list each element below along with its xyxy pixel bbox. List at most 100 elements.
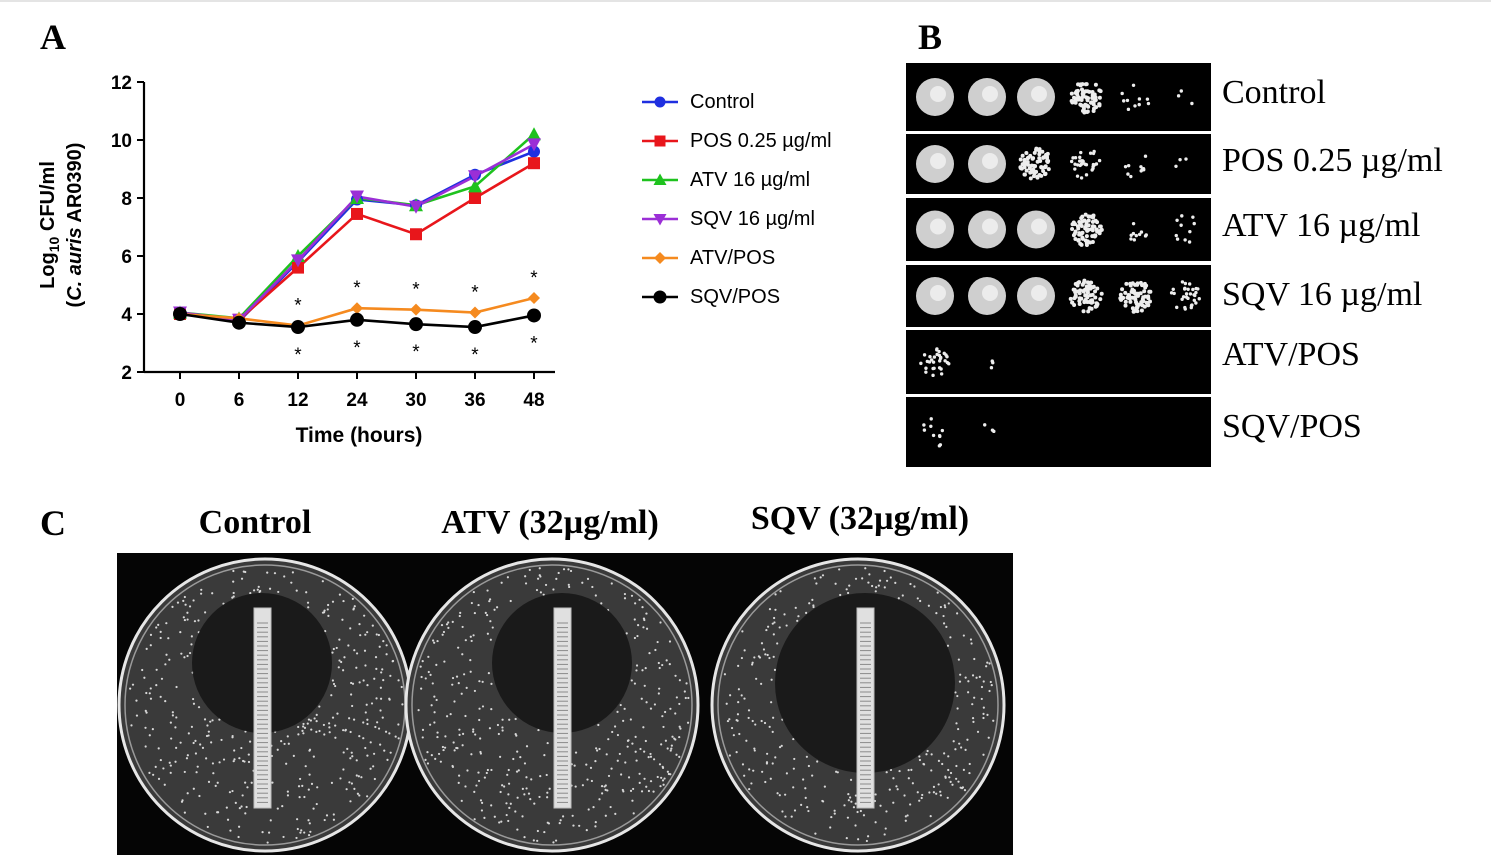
spot-row-label-atv-pos: ATV/POS <box>1222 336 1360 373</box>
x-tick-label: 30 <box>405 390 426 411</box>
spot-strip <box>906 397 1211 467</box>
x-tick-label: 0 <box>175 390 186 411</box>
etest-plate-photo <box>117 553 1013 855</box>
panel-label-a: A <box>40 17 66 57</box>
legend-marker-circle-icon <box>642 290 678 304</box>
x-tick-label: 36 <box>464 390 485 411</box>
data-point <box>350 190 364 204</box>
spot-row-label-sqv-pos: SQV/POS <box>1222 408 1362 445</box>
spot-row-label-pos: POS 0.25 µg/ml <box>1222 142 1443 179</box>
legend-marker-triangle-down-icon <box>642 214 678 226</box>
spot-strip <box>906 63 1211 131</box>
spot-row-label-sqv: SQV 16 µg/ml <box>1222 276 1423 313</box>
etest-strip <box>253 607 272 809</box>
data-point <box>173 307 187 321</box>
data-point <box>469 306 481 319</box>
significance-star-below: * <box>412 342 420 363</box>
y-tick-label: 2 <box>121 363 132 384</box>
data-point <box>351 207 363 220</box>
legend-marker-circle-icon <box>642 96 678 108</box>
data-point <box>527 127 541 141</box>
spot-colonies <box>916 78 1194 116</box>
spot-strip <box>906 134 1211 194</box>
data-point <box>350 312 364 327</box>
data-point <box>409 317 423 332</box>
x-axis-title: Time (hours) <box>296 424 423 447</box>
legend-marker-diamond-icon <box>642 252 678 264</box>
legend-marker-square-icon <box>642 135 678 147</box>
data-point <box>469 192 481 204</box>
data-point <box>410 228 422 241</box>
significance-star-below: * <box>530 333 538 354</box>
significance-star-below: * <box>353 338 361 359</box>
legend-label: ATV 16 µg/ml <box>690 168 811 191</box>
x-tick-label: 24 <box>346 390 368 411</box>
data-point <box>292 261 304 274</box>
spot-row-label-control: Control <box>1222 74 1326 111</box>
y-axis-title-line2: (C. auris AR0390) <box>64 143 86 308</box>
significance-star-below: * <box>294 345 302 366</box>
data-point <box>527 308 541 323</box>
plate-title-sqv: SQV (32µg/ml) <box>750 500 970 537</box>
legend-item-sqv-pos: SQV/POS <box>640 285 780 309</box>
legend-label: ATV/POS <box>690 246 776 269</box>
data-point <box>468 170 482 184</box>
top-border <box>0 0 1491 2</box>
legend-label: SQV 16 µg/ml <box>690 207 815 230</box>
data-point <box>291 254 305 268</box>
x-tick-label: 6 <box>234 390 245 411</box>
legend-item-atv-pos: ATV/POS <box>640 246 775 270</box>
legend-item-pos: POS 0.25 µg/ml <box>640 129 832 153</box>
data-point <box>528 292 540 305</box>
etest-strip <box>553 607 572 809</box>
legend-label: POS 0.25 µg/ml <box>690 129 832 152</box>
spot-colonies <box>916 210 1196 249</box>
spot-colonies <box>919 347 995 378</box>
legend-item-sqv: SQV 16 µg/ml <box>640 207 815 231</box>
data-point <box>528 157 540 170</box>
x-tick-label: 48 <box>523 390 544 411</box>
spot-colonies <box>916 277 1201 315</box>
y-tick-label: 12 <box>111 73 132 94</box>
etest-strip <box>856 607 875 809</box>
y-tick-label: 4 <box>121 305 132 326</box>
spot-row-label-atv: ATV 16 µg/ml <box>1222 207 1421 244</box>
data-point <box>468 320 482 335</box>
y-tick-label: 8 <box>121 189 132 210</box>
significance-star-below: * <box>471 345 479 366</box>
data-point <box>410 303 422 316</box>
spot-strip <box>906 265 1211 327</box>
legend-item-atv: ATV 16 µg/ml <box>640 168 810 192</box>
significance-star-above: * <box>471 283 479 304</box>
significance-star-above: * <box>412 280 420 301</box>
significance-star-above: * <box>353 278 361 299</box>
agar-plate <box>710 557 1006 853</box>
data-point <box>232 315 246 330</box>
spot-colonies <box>922 417 996 448</box>
spot-strip <box>906 330 1211 394</box>
panel-label-c: C <box>40 503 66 543</box>
etest-plates-drawing <box>117 557 1006 853</box>
y-tick-label: 10 <box>111 131 132 152</box>
x-tick-label: 12 <box>287 390 308 411</box>
data-point <box>468 179 482 193</box>
panel-label-b: B <box>918 17 943 57</box>
plate-title-control: Control <box>198 504 312 541</box>
data-point <box>351 302 363 315</box>
legend-label: SQV/POS <box>690 285 781 308</box>
data-point <box>527 138 541 152</box>
data-point <box>409 200 423 214</box>
spot-strip <box>906 198 1211 261</box>
significance-star-above: * <box>530 268 538 289</box>
agar-plate <box>404 557 700 853</box>
legend-label: Control <box>690 90 755 113</box>
legend-item-control: Control <box>640 90 754 114</box>
plate-title-atv: ATV (32µg/ml) <box>441 504 659 541</box>
data-point <box>291 320 305 335</box>
data-point <box>528 145 540 158</box>
spot-colonies <box>916 145 1188 183</box>
y-axis-title: Log10 CFU/ml <box>37 161 62 289</box>
significance-star-above: * <box>294 296 302 317</box>
y-tick-label: 6 <box>121 247 132 268</box>
